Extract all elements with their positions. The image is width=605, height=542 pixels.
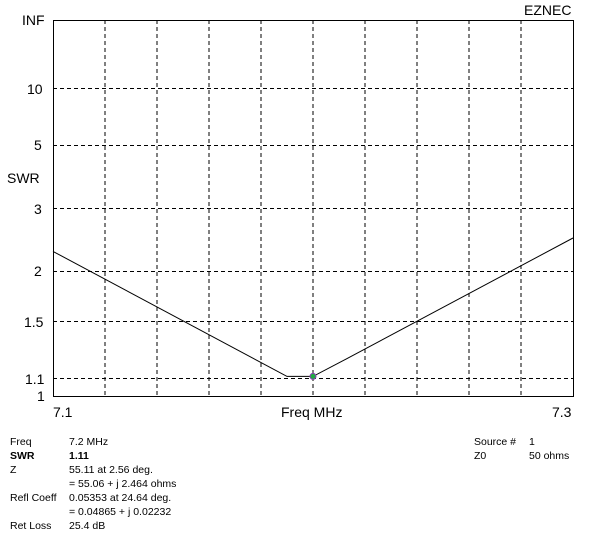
y-tick-label-2: 2: [34, 263, 42, 279]
freq-label: Freq: [10, 436, 32, 448]
impedance-rect-value: = 55.06 + j 2.464 ohms: [69, 478, 177, 490]
source-value: 1: [529, 436, 535, 448]
freq-value: 7.2 MHz: [69, 436, 109, 448]
source-label: Source #: [474, 436, 517, 448]
app-label: EZNEC: [524, 2, 572, 18]
marker-point: [309, 372, 317, 380]
plot-frame: [53, 20, 574, 397]
swr-label: SWR: [10, 450, 35, 462]
swr-value: 1.11: [69, 450, 89, 462]
impedance-polar-value: 55.11 at 2.56 deg.: [69, 464, 153, 476]
y-tick-label-inf: INF: [22, 12, 45, 28]
return-loss-label: Ret Loss: [10, 520, 52, 532]
y-tick-label-1: 1: [37, 388, 45, 404]
y-tick-label-5: 5: [34, 137, 42, 153]
y-tick-label-10: 10: [27, 81, 43, 97]
impedance-label: Z: [10, 464, 17, 476]
y-tick-label-1-5: 1.5: [24, 314, 44, 330]
y-axis-label: SWR: [7, 170, 40, 186]
x-axis-label: Freq MHz: [281, 404, 343, 420]
x-tick-label-start: 7.1: [53, 404, 73, 420]
refl-coeff-polar-value: 0.05353 at 24.64 deg.: [69, 492, 172, 504]
z0-value: 50 ohms: [529, 450, 570, 462]
y-tick-label-1-1: 1.1: [25, 371, 45, 387]
return-loss-value: 25.4 dB: [69, 520, 106, 532]
z0-label: Z0: [474, 450, 487, 462]
refl-coeff-rect-value: = 0.04865 + j 0.02232: [69, 506, 172, 518]
refl-coeff-label: Refl Coeff: [10, 492, 57, 504]
x-tick-label-end: 7.3: [552, 404, 572, 420]
y-tick-label-3: 3: [34, 201, 42, 217]
